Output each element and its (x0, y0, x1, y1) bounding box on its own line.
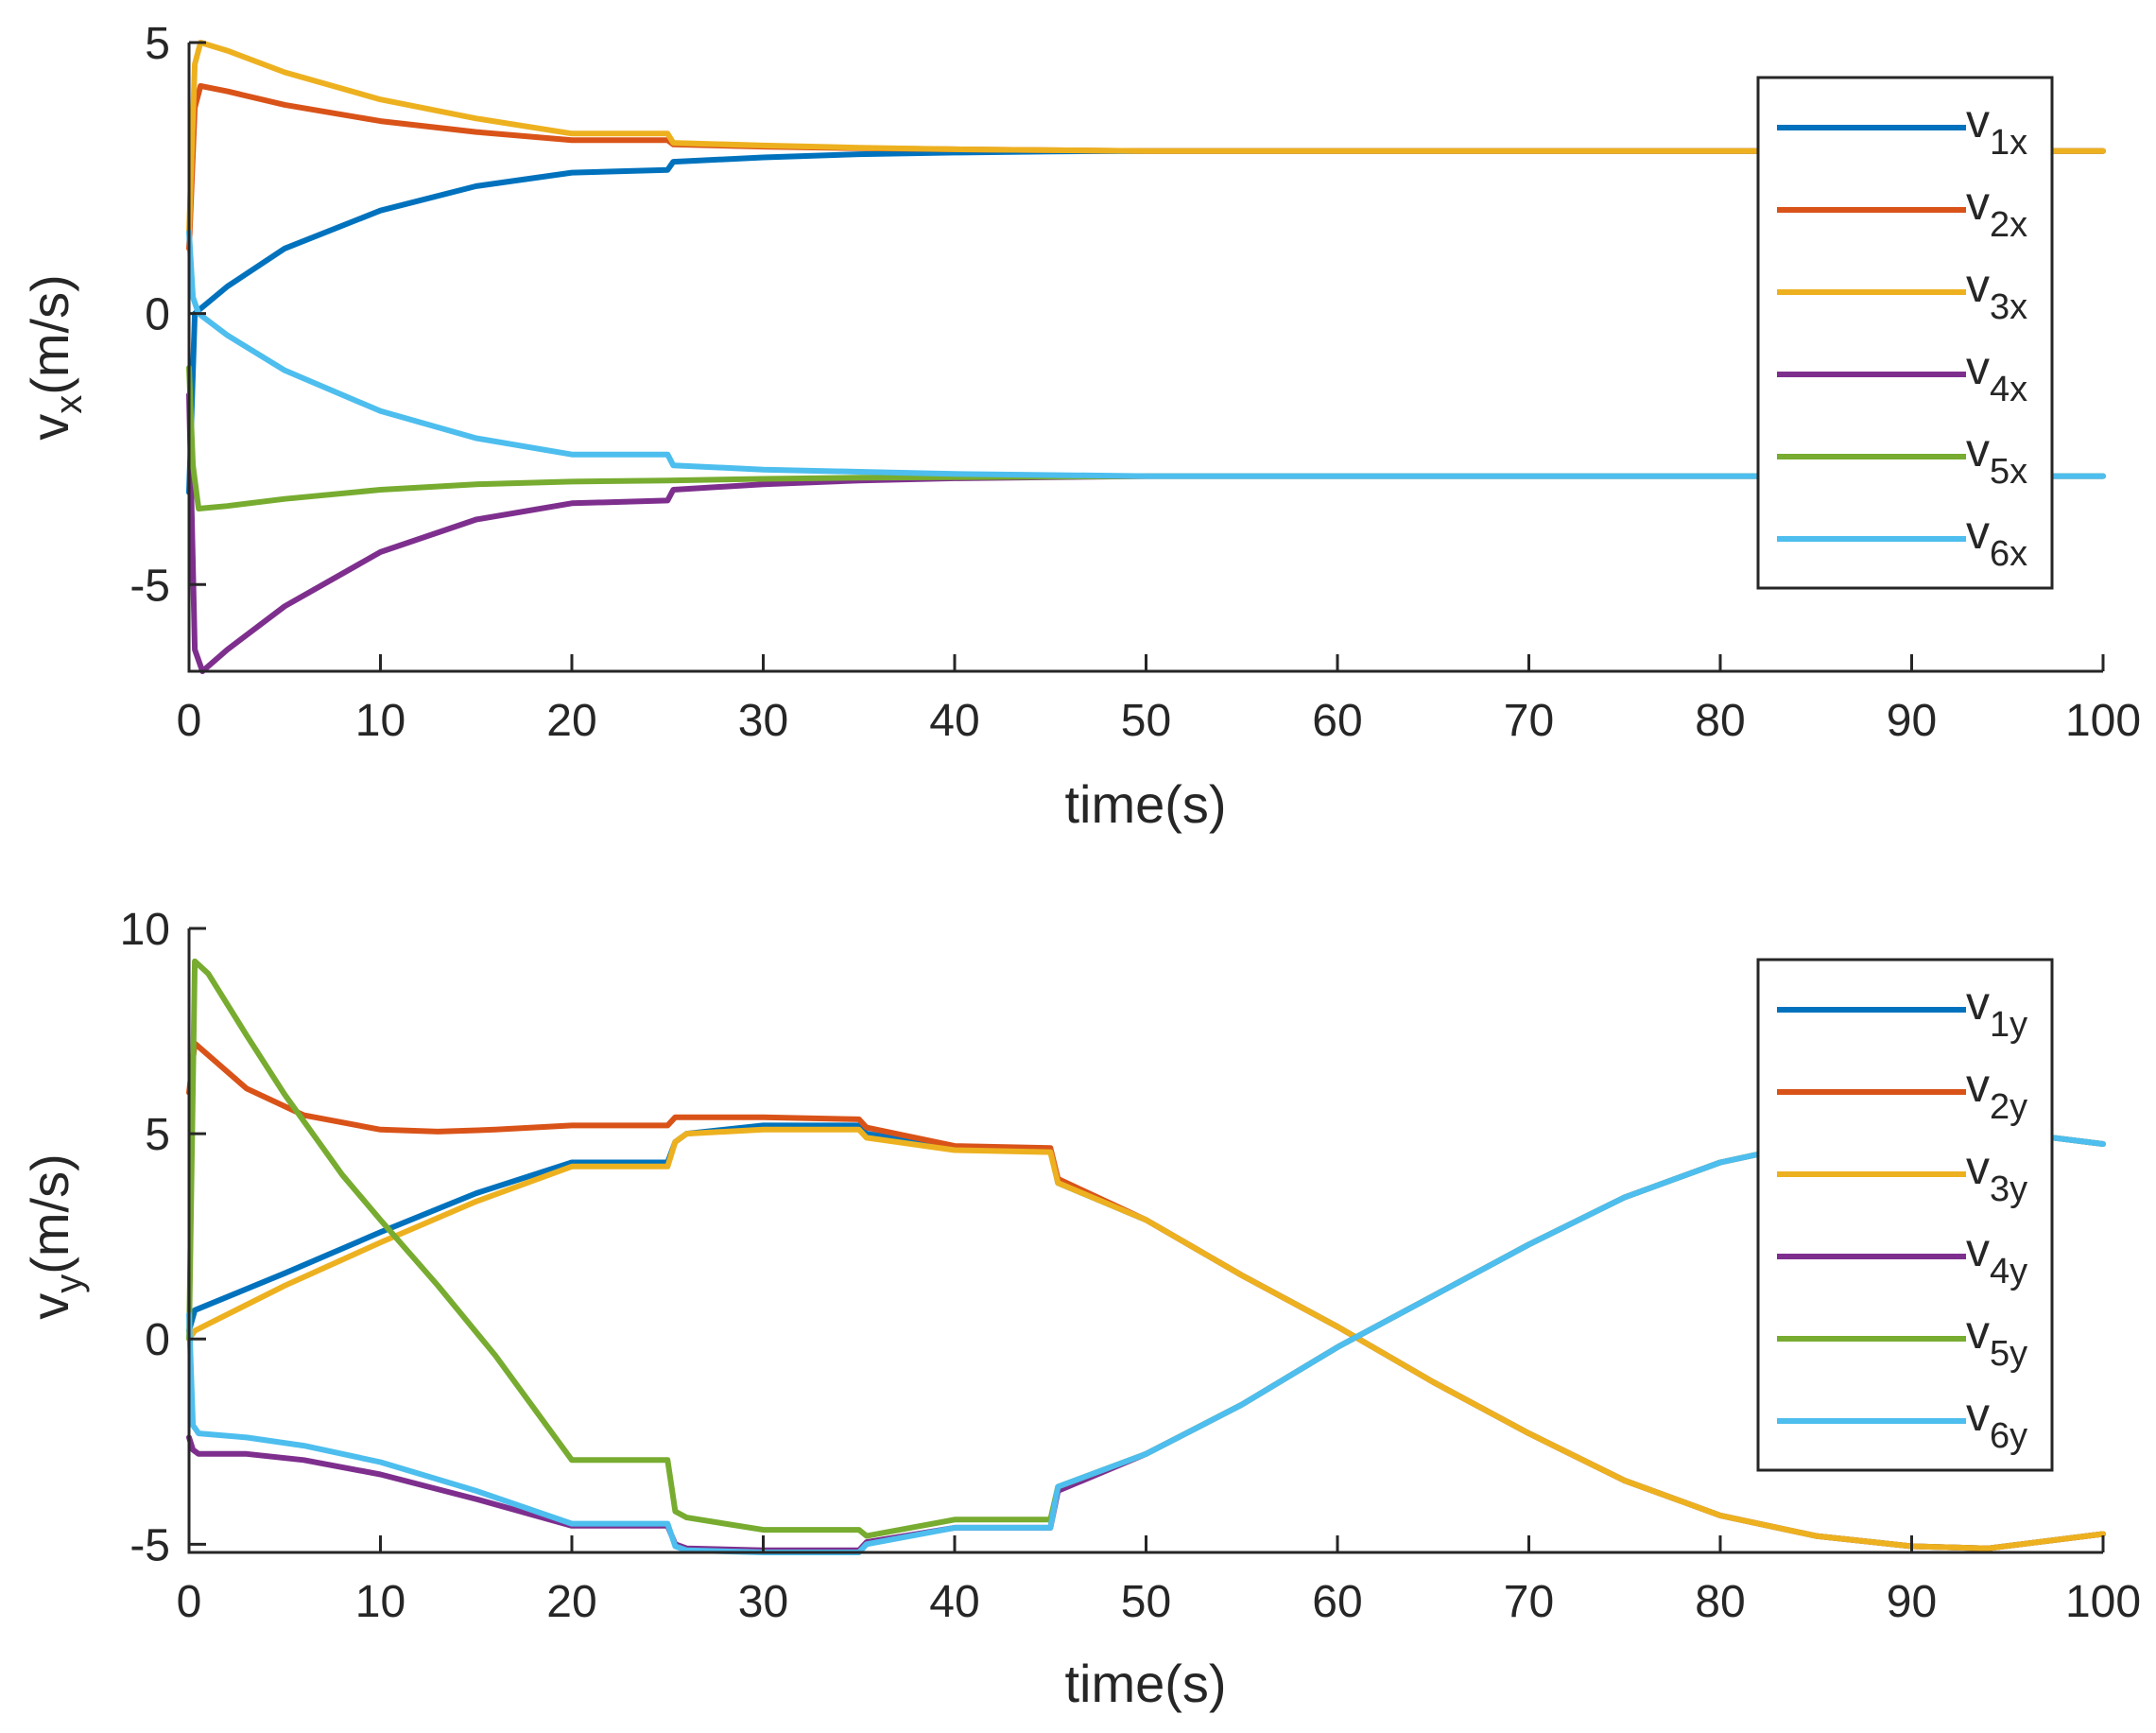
vx-x-tick-label: 30 (738, 696, 788, 746)
vx-legend-label-1x: v1x (1966, 95, 2027, 163)
vy-legend-label-1y: v1y (1966, 977, 2027, 1045)
vy-x-tick-label: 20 (546, 1577, 596, 1627)
vx-y-tick-label: 0 (145, 290, 170, 340)
vx-legend-label-sub: 5x (1990, 452, 2027, 492)
vx-y-tick-label: -5 (129, 561, 170, 611)
vy-legend-label-main: v (1966, 1141, 1990, 1194)
vx-x-tick-label: 90 (1887, 696, 1937, 746)
vx-legend-label-sub: 6x (1990, 534, 2027, 574)
vx-x-axis-label: time(s) (1064, 774, 1226, 834)
vx-legend-label-4x: v4x (1966, 341, 2027, 409)
vy-legend-label-sub: 6y (1990, 1416, 2027, 1456)
vx-chart-panel: 0 10 20 30 40 50 60 70 80 90 100 -505 time(s) vx(m… (20, 19, 2141, 834)
vx-legend-label-3x: v3x (1966, 259, 2027, 327)
vy-legend-label-6y: v6y (1966, 1388, 2027, 1456)
vy-legend-label-main: v (1966, 1388, 1990, 1441)
vy-y-ticks: -5 0 5 10 (120, 905, 206, 1570)
vy-x-axis-label: time(s) (1064, 1654, 1226, 1713)
vx-legend-label-2x: v2x (1966, 177, 2027, 245)
vy-y-axis-label: vy(m/s) (20, 1153, 90, 1320)
vy-x-tick-label: 100 (2065, 1577, 2141, 1627)
vx-x-tick-label: 100 (2065, 696, 2141, 746)
vx-series-line-5x (186, 365, 2106, 511)
vx-y-axis-label: vx(m/s) (20, 274, 90, 441)
vx-x-ticks: 0 10 20 30 40 50 60 70 80 90 100 (177, 654, 2141, 746)
vy-legend-label-main: v (1966, 977, 1990, 1030)
vx-legend-label-sub: 2x (1990, 205, 2027, 245)
vx-legend-label-main: v (1966, 341, 1990, 394)
vy-x-tick-label: 30 (738, 1577, 788, 1627)
vy-x-tick-label: 70 (1504, 1577, 1554, 1627)
vy-y-tick-label: 5 (145, 1110, 170, 1160)
vy-legend-label-sub: 4y (1990, 1252, 2027, 1291)
vx-x-tick-label: 20 (546, 696, 596, 746)
vy-legend-label-4y: v4y (1966, 1223, 2027, 1291)
vx-legend-label-main: v (1966, 177, 1990, 230)
vy-legend-label-main: v (1966, 1306, 1990, 1359)
vx-x-tick-label: 0 (177, 696, 202, 746)
vy-series-lines (186, 958, 2106, 1555)
vy-x-tick-label: 90 (1887, 1577, 1937, 1627)
vy-x-tick-label: 60 (1312, 1577, 1362, 1627)
vy-x-tick-label: 80 (1695, 1577, 1745, 1627)
vy-y-tick-label: 10 (120, 905, 170, 955)
vx-x-tick-label: 40 (929, 696, 979, 746)
vy-legend-label-sub: 3y (1990, 1170, 2027, 1209)
vy-series-line-6y (186, 1126, 2106, 1555)
vy-x-ticks: 0 10 20 30 40 50 60 70 80 90 100 (177, 1535, 2141, 1627)
vx-y-ticks: -5 0 5 (129, 19, 206, 611)
vx-legend-label-6x: v6x (1966, 506, 2027, 574)
vy-legend-label-sub: 5y (1990, 1334, 2027, 1374)
vy-legend-label-3y: v3y (1966, 1141, 2027, 1209)
vx-y-axis-label-sub: x (48, 395, 90, 414)
vy-y-tick-label: -5 (129, 1520, 170, 1570)
vx-y-axis-label-unit: (m/s) (20, 274, 79, 395)
vy-legend-label-main: v (1966, 1223, 1990, 1276)
vy-legend-box (1756, 958, 2054, 1472)
vx-legend-label-5x: v5x (1966, 424, 2027, 492)
vx-x-tick-label: 70 (1504, 696, 1554, 746)
vx-legend-label-sub: 4x (1990, 370, 2027, 409)
vx-x-tick-label: 10 (355, 696, 405, 746)
vx-legend-label-main: v (1966, 95, 1990, 147)
vy-legend-label-main: v (1966, 1059, 1990, 1112)
vx-y-axis-label-main: v (20, 414, 79, 441)
vx-x-tick-label: 50 (1121, 696, 1171, 746)
vy-legend-label-sub: 1y (1990, 1005, 2027, 1045)
vx-series-line-6x (186, 229, 2106, 479)
vy-x-tick-label: 50 (1121, 1577, 1171, 1627)
vx-legend-label-main: v (1966, 424, 1990, 477)
vx-legend-label-main: v (1966, 259, 1990, 312)
vx-legend-label-main: v (1966, 506, 1990, 559)
vx-x-tick-label: 60 (1312, 696, 1362, 746)
vx-x-tick-label: 80 (1695, 696, 1745, 746)
vy-y-axis-label-unit: (m/s) (20, 1153, 79, 1274)
vy-y-tick-label: 0 (145, 1315, 170, 1365)
vy-legend-label-sub: 2y (1990, 1087, 2027, 1127)
vy-legend-label-2y: v2y (1966, 1059, 2027, 1127)
vy-x-tick-label: 40 (929, 1577, 979, 1627)
vy-y-axis-label-sub: y (48, 1274, 90, 1293)
vx-series-lines (186, 40, 2106, 674)
vx-series-line-3x (186, 40, 2106, 235)
vy-series-line-3y (186, 1126, 2106, 1551)
vy-y-axis-label-main: v (20, 1293, 79, 1320)
vx-legend-label-sub: 1x (1990, 123, 2027, 163)
vx-legend-label-sub: 3x (1990, 287, 2027, 327)
vy-legend-label-5y: v5y (1966, 1306, 2027, 1374)
vy-x-tick-label: 10 (355, 1577, 405, 1627)
vy-x-tick-label: 0 (177, 1577, 202, 1627)
vx-y-tick-label: 5 (145, 19, 170, 69)
vx-legend-box (1756, 76, 2054, 590)
